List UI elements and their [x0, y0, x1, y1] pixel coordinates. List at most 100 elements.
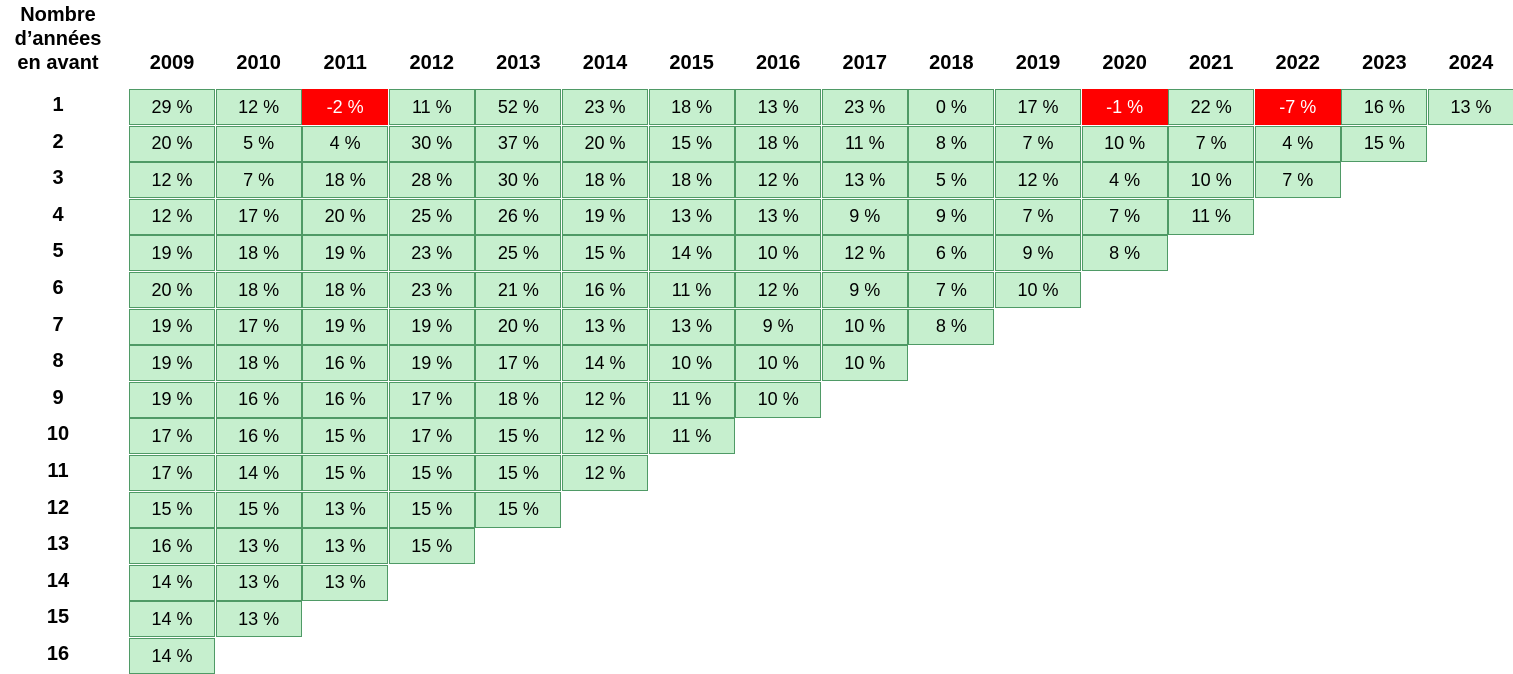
- table-cell: 4 %: [1081, 162, 1168, 199]
- table-cell: 28 %: [388, 162, 475, 199]
- table-cell: 6 %: [908, 235, 995, 272]
- table-cell: 10 %: [821, 308, 908, 345]
- table-cell: 16 %: [302, 345, 389, 382]
- table-cell: 19 %: [129, 308, 215, 345]
- table-cell: 5 %: [908, 162, 995, 199]
- table-cell: 11 %: [1168, 198, 1255, 235]
- column-header-2012: 2012: [409, 52, 455, 74]
- row-header-6: 6: [52, 277, 64, 299]
- row-header-10: 10: [46, 423, 70, 446]
- table-cell: 16 %: [215, 418, 302, 455]
- table-cell: 13 %: [215, 564, 302, 601]
- table-cell: 17 %: [215, 308, 302, 345]
- column-header-2021: 2021: [1188, 52, 1234, 74]
- table-cell: 7 %: [1081, 198, 1168, 235]
- column-header-2019: 2019: [1015, 52, 1061, 74]
- table-cell: 18 %: [475, 381, 562, 418]
- column-header-2009: 2009: [149, 52, 195, 74]
- column-header-2017: 2017: [842, 52, 888, 74]
- table-cell: 11 %: [648, 381, 735, 418]
- column-header-2023: 2023: [1362, 52, 1407, 74]
- table-cell: 12 %: [562, 455, 648, 491]
- table-cell: 12 %: [995, 162, 1081, 199]
- table-cell: 15 %: [388, 455, 475, 491]
- table-cell: 12 %: [215, 89, 302, 125]
- table-cell: 14 %: [129, 638, 215, 674]
- table-cell: 18 %: [215, 235, 302, 272]
- table-cell: 18 %: [302, 272, 389, 308]
- row-header-11: 11: [47, 460, 69, 482]
- table-cell: 7 %: [995, 125, 1081, 162]
- table-cell: 23 %: [388, 235, 475, 272]
- table-cell: 17 %: [388, 418, 475, 455]
- table-cell: 10 %: [821, 345, 908, 382]
- table-cell: 19 %: [302, 308, 389, 345]
- table-cell: 13 %: [648, 198, 735, 235]
- table-cell: -2 %: [302, 89, 389, 125]
- table-cell: 13 %: [215, 601, 302, 638]
- table-cell: 17 %: [475, 345, 562, 382]
- table-cell: 14 %: [215, 455, 302, 491]
- table-cell: 13 %: [562, 308, 648, 345]
- table-cell: 8 %: [908, 125, 995, 162]
- table-cell: 8 %: [1081, 235, 1168, 272]
- row-header-15: 15: [46, 606, 70, 629]
- row-header-8: 8: [52, 350, 64, 373]
- table-cell: 0 %: [908, 89, 995, 125]
- table-cell: 18 %: [215, 272, 302, 308]
- row-header-9: 9: [52, 386, 64, 409]
- table-cell: 15 %: [475, 455, 562, 491]
- column-header-2022: 2022: [1275, 52, 1321, 74]
- table-cell: 12 %: [129, 162, 215, 199]
- table-cell: 9 %: [995, 235, 1081, 272]
- table-cell: 22 %: [1168, 89, 1255, 125]
- table-cell: 17 %: [129, 455, 215, 491]
- table-cell: 17 %: [388, 381, 475, 418]
- column-header-2014: 2014: [582, 52, 628, 74]
- table-cell: 12 %: [735, 272, 822, 308]
- table-cell: 30 %: [388, 125, 475, 162]
- table-cell: 23 %: [821, 89, 908, 125]
- table-cell: 10 %: [735, 381, 822, 418]
- table-cell: 15 %: [1341, 125, 1428, 162]
- table-cell: 13 %: [821, 162, 908, 199]
- table-cell: 20 %: [475, 308, 562, 345]
- row-header-2: 2: [52, 130, 64, 153]
- row-header-14: 14: [46, 569, 70, 592]
- table-cell: 16 %: [302, 381, 389, 418]
- table-cell: 10 %: [735, 235, 822, 272]
- table-cell: -1 %: [1081, 89, 1168, 125]
- table-cell: 16 %: [562, 272, 648, 308]
- row-header-3: 3: [52, 167, 64, 190]
- table-cell: 18 %: [648, 162, 735, 199]
- table-cell: 10 %: [735, 345, 822, 382]
- table-cell: 20 %: [129, 272, 215, 308]
- column-header-2024: 2024: [1448, 52, 1494, 74]
- table-cell: 17 %: [129, 418, 215, 455]
- table-cell: 19 %: [388, 345, 475, 382]
- table-cell: 18 %: [302, 162, 389, 199]
- table-cell: 7 %: [908, 272, 995, 308]
- table-cell: 12 %: [129, 198, 215, 235]
- table-cell: 12 %: [562, 381, 648, 418]
- table-cell: 18 %: [215, 345, 302, 382]
- table-cell: 7 %: [1254, 162, 1341, 199]
- table-cell: 17 %: [215, 198, 302, 235]
- table-cell: 15 %: [302, 418, 389, 455]
- table-cell: 9 %: [821, 272, 908, 308]
- table-cell: 4 %: [302, 125, 389, 162]
- row-header-13: 13: [46, 533, 70, 556]
- table-cell: 16 %: [215, 381, 302, 418]
- table-cell: 12 %: [735, 162, 822, 199]
- table-cell: 25 %: [388, 198, 475, 235]
- table-cell: 12 %: [562, 418, 648, 455]
- column-header-2015: 2015: [669, 52, 714, 74]
- table-cell: 25 %: [475, 235, 562, 272]
- table-cell: 13 %: [302, 528, 389, 565]
- table-cell: 20 %: [562, 125, 648, 162]
- table-cell: 7 %: [215, 162, 302, 199]
- table-cell: 19 %: [388, 308, 475, 345]
- table-cell: 19 %: [129, 345, 215, 382]
- table-cell: 23 %: [388, 272, 475, 308]
- table-cell: 15 %: [562, 235, 648, 272]
